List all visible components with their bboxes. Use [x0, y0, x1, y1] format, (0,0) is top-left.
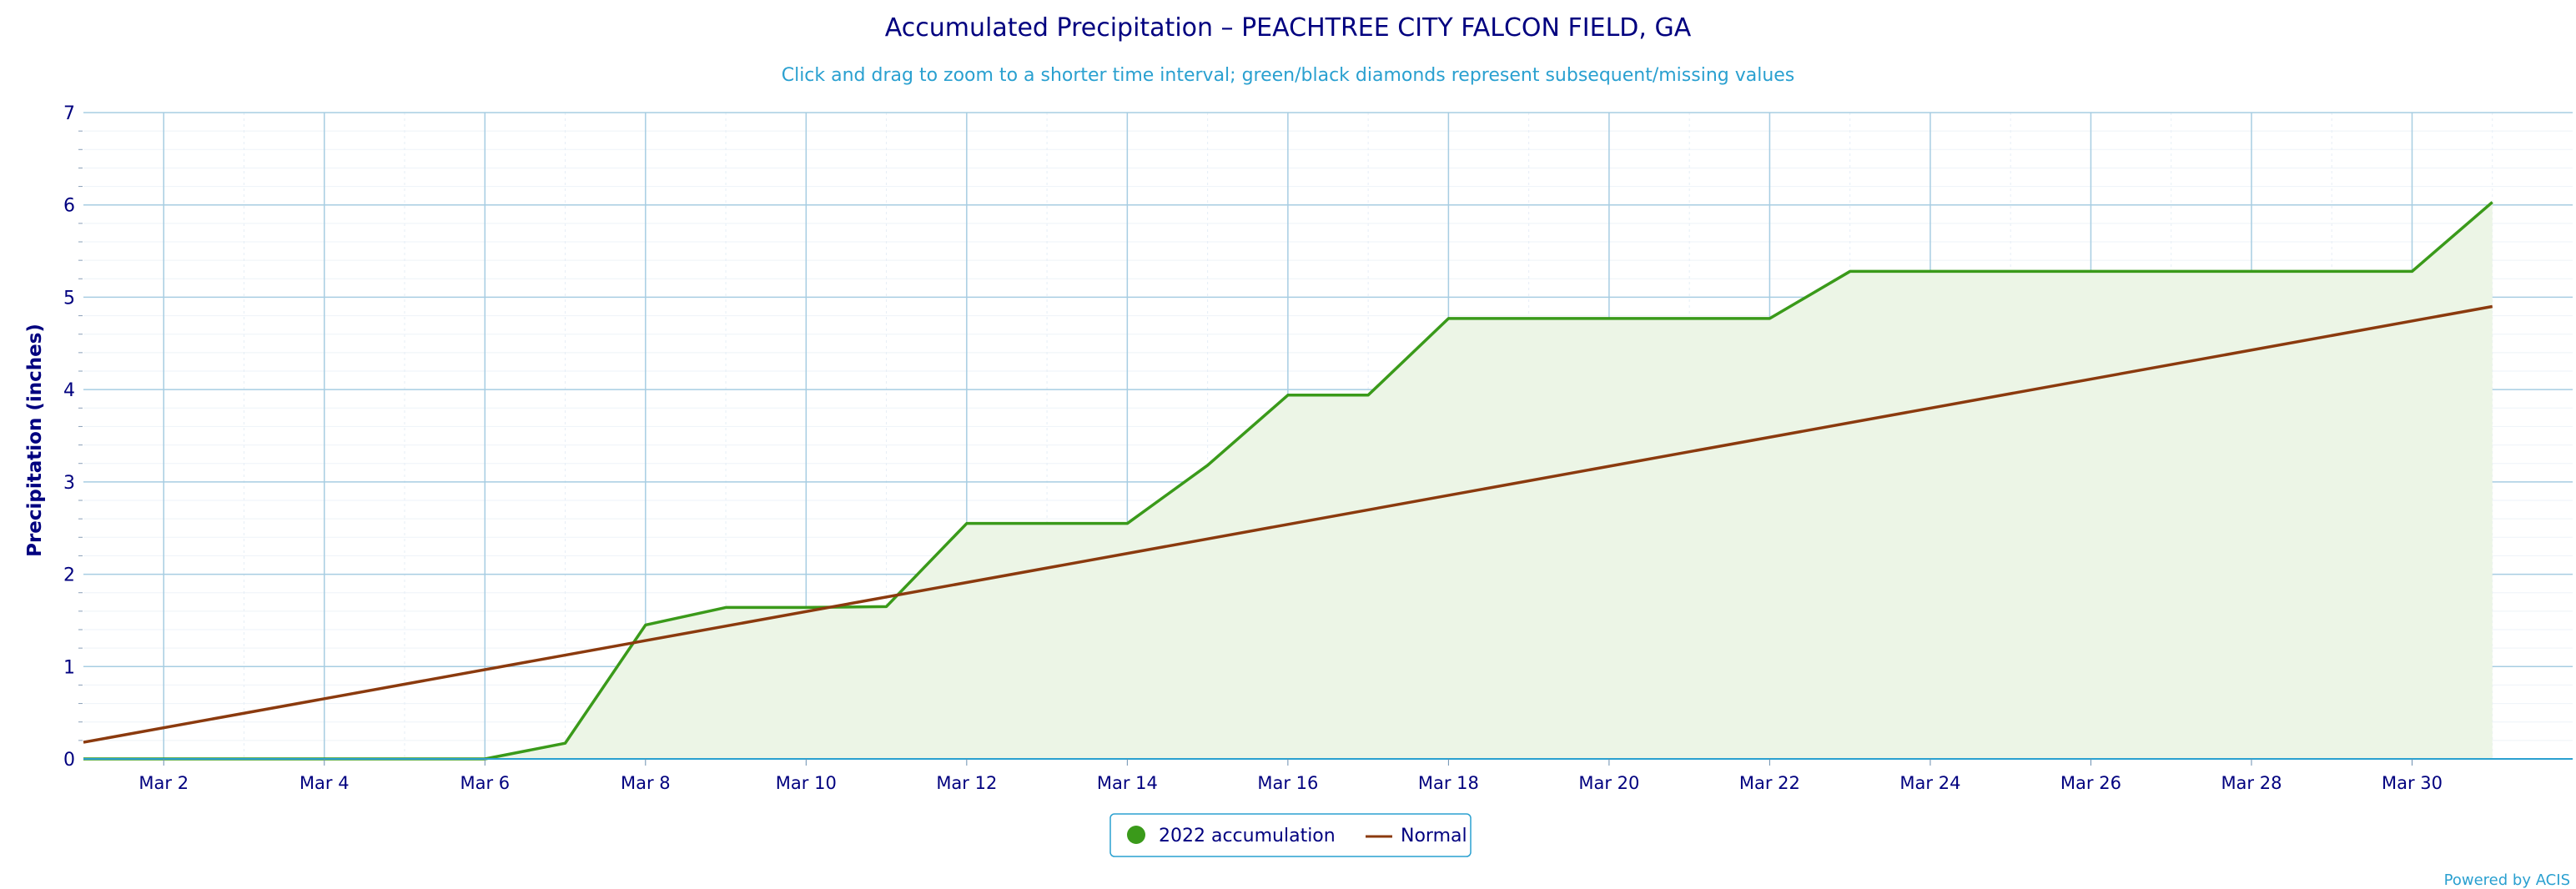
chart-subtitle: Click and drag to zoom to a shorter time…: [782, 65, 1795, 86]
y-tick-label: 4: [63, 380, 75, 401]
y-tick-label: 3: [63, 473, 75, 494]
legend-item-accumulation[interactable]: 2022 accumulation: [1127, 826, 1336, 846]
y-axis-label: Precipitation (inches): [24, 324, 46, 557]
credit-link[interactable]: Powered by ACIS: [2444, 871, 2570, 889]
x-tick-label: Mar 28: [2221, 773, 2282, 793]
legend-accumulation-label: 2022 accumulation: [1159, 826, 1336, 846]
chart-title: Accumulated Precipitation – PEACHTREE CI…: [885, 13, 1692, 43]
legend-accumulation-marker-icon: [1127, 826, 1145, 844]
y-tick-label: 6: [63, 196, 75, 217]
x-tick-label: Mar 26: [2060, 773, 2121, 793]
y-axis-ticks: 0 1 2 3 4 5 6 7: [63, 103, 83, 771]
x-tick-label: Mar 20: [1578, 773, 1639, 793]
x-tick-label: Mar 16: [1257, 773, 1318, 793]
x-tick-label: Mar 6: [460, 773, 510, 793]
x-tick-label: Mar 10: [776, 773, 837, 793]
x-tick-label: Mar 24: [1899, 773, 1960, 793]
x-tick-label: Mar 14: [1097, 773, 1158, 793]
y-tick-label: 0: [63, 750, 75, 771]
accumulation-area: [83, 202, 2493, 760]
y-tick-label: 2: [63, 565, 75, 586]
normal-line[interactable]: [83, 304, 2493, 744]
legend-normal-label: Normal: [1401, 826, 1467, 846]
x-tick-label: Mar 22: [1739, 773, 1800, 793]
x-tick-label: Mar 2: [138, 773, 189, 793]
legend[interactable]: 2022 accumulation Normal: [1109, 813, 1472, 857]
area-layer: [83, 202, 2493, 760]
x-axis-ticks: Mar 2 Mar 4 Mar 6 Mar 8 Mar 10 Mar 12 Mar 14 Ma…: [138, 759, 2443, 793]
legend-item-normal[interactable]: Normal: [1366, 826, 1467, 846]
x-tick-label: Mar 30: [2382, 773, 2443, 793]
x-tick-label: Mar 12: [936, 773, 997, 793]
legend-box: [1109, 813, 1472, 857]
y-tick-label: 1: [63, 657, 75, 678]
y-tick-label: 7: [63, 103, 75, 124]
x-tick-label: Mar 18: [1418, 773, 1479, 793]
x-tick-label: Mar 8: [621, 773, 671, 793]
y-tick-label: 5: [63, 288, 75, 309]
x-tick-label: Mar 4: [299, 773, 350, 793]
